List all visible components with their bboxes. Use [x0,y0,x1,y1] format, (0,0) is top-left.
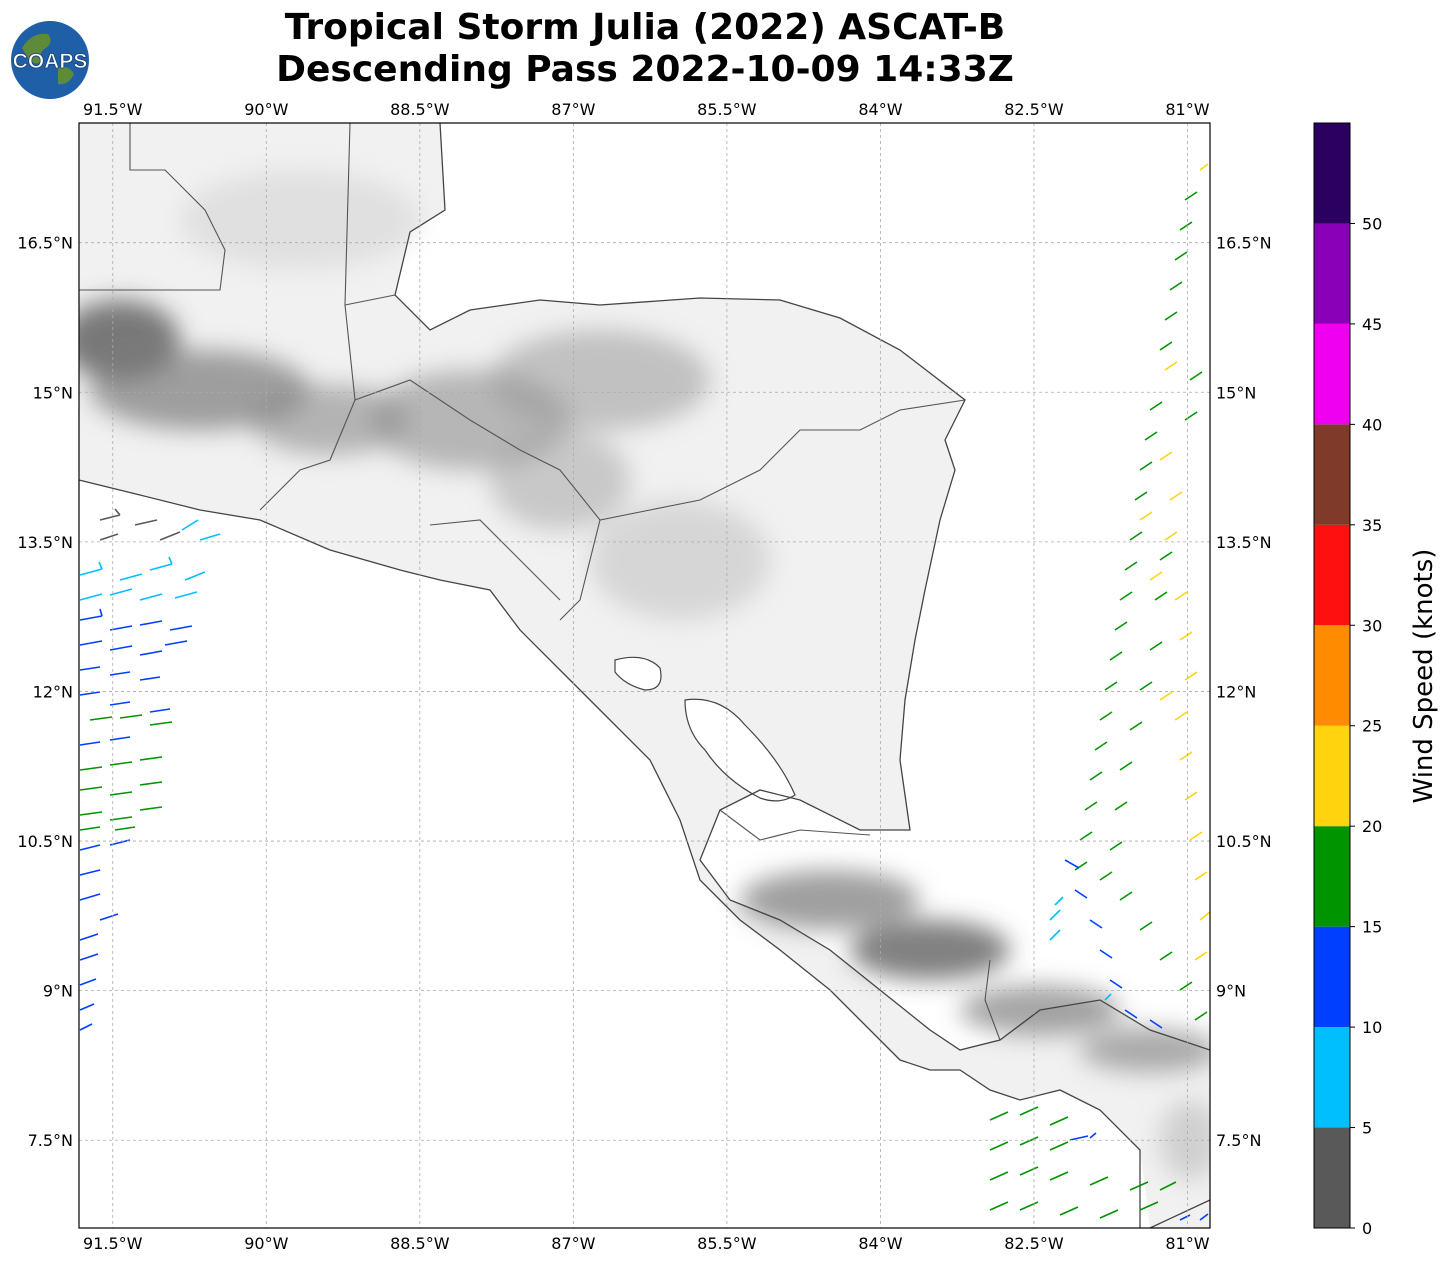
colorbar-bin [1314,323,1350,425]
map-title-line-1: Tropical Storm Julia (2022) ASCAT-B [284,7,1006,48]
colorbar-tick-label: 30 [1362,616,1382,635]
lat-tick-label: 10.5°N [17,832,73,851]
lat-tick-label: 16.5°N [17,234,73,253]
colorbar-bin [1314,725,1350,827]
wind-barbs-east [989,163,1210,1221]
colorbar-tick-label: 25 [1362,717,1382,736]
lat-tick-label: 7.5°N [28,1131,73,1150]
lon-tick-label: 88.5°W [390,1234,450,1253]
lat-tick-label: 15°N [1216,383,1256,402]
colorbar-tick-label: 0 [1362,1219,1372,1238]
lon-tick-label: 85.5°W [697,1234,757,1253]
lon-tick-label: 81°W [1165,100,1209,119]
map-frame [78,122,1211,1229]
lake-managua [614,656,662,691]
latitude-labels-left: 16.5°N 15°N 13.5°N 12°N 10.5°N 9°N 7.5°N [17,234,73,1151]
lon-tick-label: 87°W [551,100,595,119]
lat-tick-label: 10.5°N [1216,832,1272,851]
latitude-labels-right: 16.5°N 15°N 13.5°N 12°N 10.5°N 9°N 7.5°N [1216,234,1272,1151]
lon-tick-label: 90°W [244,1234,288,1253]
lon-tick-label: 82.5°W [1004,1234,1064,1253]
lat-tick-label: 12°N [1216,682,1256,701]
lon-tick-label: 81°W [1165,1234,1209,1253]
longitude-labels-top: 91.5°W 90°W 88.5°W 87°W 85.5°W 84°W 82.5°W 81°W [83,100,1210,119]
lon-tick-label: 87°W [551,1234,595,1253]
lon-tick-label: 88.5°W [390,100,450,119]
lake-nicaragua [684,698,796,802]
lat-tick-label: 7.5°N [1216,1131,1261,1150]
colorbar-tick-label: 15 [1362,918,1382,937]
lat-tick-label: 12°N [33,682,73,701]
coaps-logo: COAPS [11,21,89,99]
logo-landmass [58,66,74,85]
colorbar-bin [1314,524,1350,626]
lat-tick-label: 16.5°N [1216,234,1272,253]
colorbar-bin [1314,223,1350,324]
lon-tick-label: 85.5°W [697,100,757,119]
longitude-labels-bottom: 91.5°W 90°W 88.5°W 87°W 85.5°W 84°W 82.5°W 81°W [83,1234,1210,1253]
map-title-line-2: Descending Pass 2022-10-09 14:33Z [276,49,1014,90]
lon-tick-label: 84°W [858,1234,902,1253]
colorbar-bin [1314,826,1350,927]
colorbar-ticks: 0 5 10 15 20 25 30 35 40 45 50 [1350,214,1382,1238]
lat-tick-label: 13.5°N [1216,533,1272,552]
colorbar-tick-label: 35 [1362,516,1382,535]
lon-tick-label: 91.5°W [83,1234,143,1253]
colorbar-tick-label: 50 [1362,214,1382,233]
lat-tick-label: 15°N [33,383,73,402]
map-area [79,123,1210,1228]
gridlines [79,123,1210,1228]
coastline [79,123,1210,1228]
lon-tick-label: 91.5°W [83,100,143,119]
colorbar-bin [1314,625,1350,726]
colorbar-bin [1314,123,1350,224]
colorbar-tick-label: 5 [1362,1119,1372,1138]
lon-tick-label: 82.5°W [1004,100,1064,119]
colorbar [1314,123,1350,1228]
topography-shading [79,170,1210,1180]
colorbar-tick-label: 45 [1362,315,1382,334]
wind-barbs-west [79,508,221,1031]
logo-landmass [22,33,51,64]
colorbar-tick-label: 40 [1362,415,1382,434]
lon-tick-label: 90°W [244,100,288,119]
colorbar-label: Wind Speed (knots) [1409,549,1439,804]
lat-tick-label: 13.5°N [17,533,73,552]
lat-tick-label: 9°N [43,982,73,1001]
lon-tick-label: 84°W [858,100,902,119]
country-borders [79,123,1001,1041]
lat-tick-label: 9°N [1216,982,1246,1001]
colorbar-bin [1314,1127,1350,1228]
colorbar-bin [1314,926,1350,1028]
colorbar-tick-label: 10 [1362,1018,1382,1037]
colorbar-tick-label: 20 [1362,817,1382,836]
colorbar-frame [1313,122,1351,1229]
logo-text: COAPS [13,50,88,73]
colorbar-bin [1314,1027,1350,1128]
colorbar-bin [1314,424,1350,525]
